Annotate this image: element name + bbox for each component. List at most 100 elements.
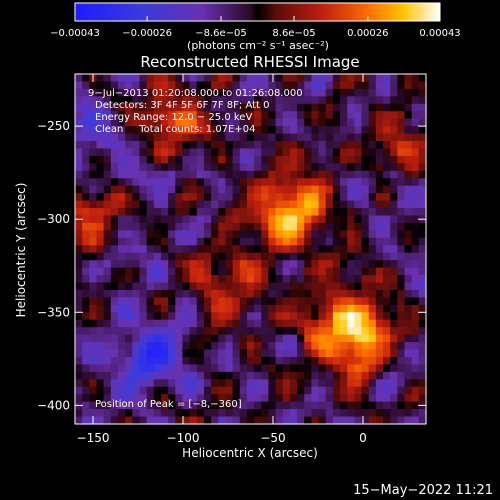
heatmap-cell: [203, 416, 212, 424]
heatmap-cell: [203, 409, 212, 418]
heatmap-cell: [354, 371, 363, 380]
heatmap-cell: [139, 267, 148, 276]
heatmap-cell: [361, 356, 370, 366]
heatmap-cell: [354, 222, 363, 231]
heatmap-cell: [325, 342, 334, 351]
heatmap-cell: [354, 252, 363, 261]
heatmap-cell: [110, 88, 119, 97]
heatmap-cell: [375, 386, 384, 395]
heatmap-cell: [297, 178, 305, 187]
heatmap-cell: [125, 401, 133, 410]
heatmap-cell: [218, 401, 227, 410]
heatmap-cell: [418, 245, 426, 254]
heatmap-cell: [332, 260, 341, 269]
heatmap-cell: [289, 155, 298, 164]
heatmap-cell: [282, 371, 291, 380]
heatmap-cell: [96, 178, 105, 187]
heatmap-cell: [225, 133, 234, 142]
heatmap-cell: [304, 126, 312, 135]
heatmap-cell: [103, 267, 112, 276]
heatmap-cell: [117, 178, 126, 187]
heatmap-cell: [153, 237, 162, 246]
heatmap-cell: [139, 349, 148, 358]
heatmap-cell: [232, 371, 241, 380]
heatmap-cell: [203, 170, 212, 179]
heatmap-cell: [139, 245, 148, 254]
heatmap-cell: [275, 275, 284, 284]
heatmap-cell: [332, 245, 341, 254]
heatmap-cell: [297, 230, 305, 239]
heatmap-cell: [89, 401, 98, 410]
heatmap-cell: [175, 148, 184, 157]
heatmap-cell: [211, 133, 219, 142]
heatmap-cell: [418, 81, 426, 90]
heatmap-cell: [361, 185, 370, 194]
heatmap-cell: [268, 215, 277, 224]
heatmap-cell: [211, 394, 219, 403]
heatmap-cell: [275, 81, 284, 90]
heatmap-cell: [103, 237, 112, 246]
heatmap-cell: [75, 222, 83, 231]
heatmap-cell: [311, 319, 320, 328]
heatmap-cell: [361, 394, 370, 403]
heatmap-cell: [311, 260, 320, 269]
heatmap-cell: [160, 170, 169, 179]
heatmap-cell: [239, 222, 248, 231]
heatmap-cell: [182, 141, 191, 150]
heatmap-cell: [332, 126, 341, 135]
heatmap-cell: [82, 245, 90, 254]
heatmap-cell: [160, 260, 169, 269]
heatmap-cell: [225, 312, 234, 321]
heatmap-cell: [117, 319, 126, 328]
heatmap-cell: [153, 193, 162, 202]
heatmap-cell: [368, 185, 377, 194]
heatmap-cell: [297, 319, 305, 328]
heatmap-cell: [304, 88, 312, 97]
heatmap-cell: [318, 267, 327, 276]
heatmap-cell: [189, 230, 198, 239]
heatmap-cell: [211, 111, 219, 120]
heatmap-cell: [268, 155, 277, 164]
heatmap-cell: [132, 141, 141, 150]
heatmap-cell: [418, 126, 426, 135]
heatmap-cell: [132, 260, 141, 269]
heatmap-cell: [125, 193, 133, 202]
heatmap-cell: [218, 222, 227, 231]
heatmap-cell: [390, 237, 398, 246]
heatmap-cell: [189, 178, 198, 187]
heatmap-cell: [340, 111, 348, 120]
heatmap-cell: [168, 342, 176, 351]
heatmap-cell: [225, 364, 234, 373]
heatmap-cell: [368, 349, 377, 358]
heatmap-cell: [132, 349, 141, 358]
heatmap-cell: [189, 88, 198, 97]
heatmap-cell: [361, 252, 370, 261]
heatmap-cell: [182, 416, 191, 424]
colorbar-tick-label: −0.00026: [122, 28, 172, 39]
heatmap-cell: [311, 222, 320, 231]
heatmap-cell: [196, 88, 205, 97]
heatmap-cell: [117, 386, 126, 395]
heatmap-cell: [404, 155, 413, 164]
heatmap-cell: [196, 96, 205, 105]
heatmap-cell: [117, 208, 126, 217]
heatmap-cell: [168, 215, 176, 224]
heatmap-cell: [225, 74, 234, 83]
heatmap-cell: [261, 297, 269, 306]
heatmap-cell: [103, 148, 112, 157]
heatmap-cell: [146, 282, 155, 291]
heatmap-cell: [254, 312, 262, 321]
heatmap-cell: [103, 118, 112, 127]
heatmap-cell: [246, 215, 255, 224]
heatmap-cell: [304, 260, 312, 269]
heatmap-cell: [268, 356, 277, 366]
heatmap-cell: [89, 312, 98, 321]
heatmap-cell: [110, 371, 119, 380]
heatmap-cell: [125, 334, 133, 343]
heatmap-cell: [261, 200, 269, 209]
heatmap-cell: [246, 267, 255, 276]
heatmap-cell: [103, 304, 112, 313]
heatmap-cell: [125, 88, 133, 97]
heatmap-cell: [125, 103, 133, 112]
heatmap-cell: [246, 327, 255, 336]
